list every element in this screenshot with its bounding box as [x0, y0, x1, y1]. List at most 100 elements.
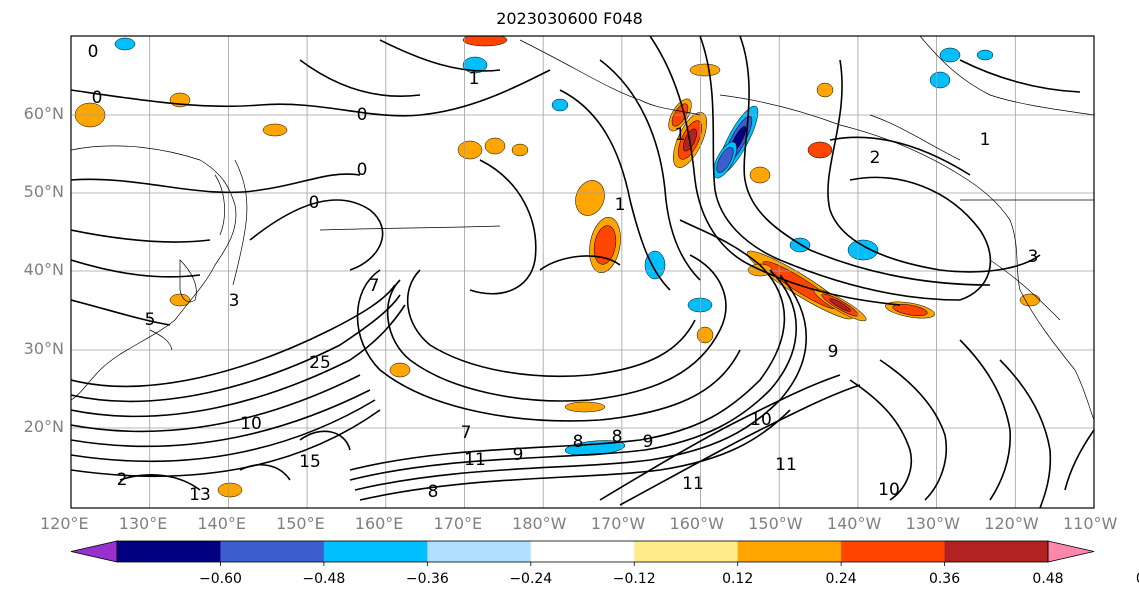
colorbar-segment [944, 541, 1049, 562]
contour-label: 0 [88, 42, 99, 62]
coastline-layer [71, 36, 1094, 421]
longitude-label: 160°W [669, 514, 724, 533]
contour-line [379, 39, 501, 72]
colorbar-tick-label: 0.36 [928, 571, 961, 587]
contour-line [827, 59, 1041, 273]
colorbar-tick-label: 0.12 [722, 571, 754, 587]
contour-line [71, 389, 371, 448]
contour-line [71, 399, 376, 463]
coastline [869, 114, 961, 161]
contour-line [299, 430, 351, 451]
contour-line [959, 59, 1081, 93]
shaded-cell [564, 401, 606, 413]
coastline [989, 259, 1061, 321]
contour-line [71, 284, 396, 388]
coastline [319, 225, 501, 231]
contour-label: 8 [428, 482, 439, 502]
longitude-label: 110°W [1063, 514, 1118, 533]
coastline [179, 259, 197, 303]
longitude-label: 170°E [433, 514, 483, 533]
contour-line [849, 379, 912, 501]
latitude-label: 30°N [23, 339, 64, 358]
colorbar-tick-label: −0.24 [509, 571, 553, 587]
colorbar-tick-label: 0.60 [1126, 571, 1139, 587]
contour-line [71, 173, 361, 194]
longitude-label: 150°E [276, 514, 325, 533]
colorbar-segment [841, 541, 946, 562]
contour-label: 9 [828, 342, 839, 362]
colorbar-extend-low [70, 540, 118, 563]
contour-line [879, 359, 948, 501]
contour-label: 1 [980, 130, 991, 150]
longitude-label: 150°W [748, 514, 803, 533]
colorbar-tick-label: −0.60 [198, 571, 242, 587]
latitude-label: 60°N [23, 104, 64, 123]
shaded-cell [716, 147, 734, 173]
shaded-cell [389, 362, 411, 378]
contour-line [539, 255, 621, 271]
shaded-cell [807, 141, 833, 159]
contour-line [386, 254, 727, 402]
contour-line [359, 409, 791, 501]
shaded-cell [462, 56, 488, 74]
longitude-label: 120°W [984, 514, 1039, 533]
shaded-cell [593, 225, 617, 265]
shaded-cell [457, 140, 483, 160]
shaded-cell [696, 326, 714, 344]
shaded-cell [551, 98, 569, 112]
contour-label: 13 [189, 485, 211, 505]
colorbar-tick-label: −0.36 [405, 571, 449, 587]
contour-line [559, 89, 671, 291]
shaded-cell [644, 250, 666, 280]
contour-label: 15 [299, 452, 321, 472]
contour-line [619, 384, 861, 506]
contour-label: 5 [145, 310, 156, 330]
colorbar-segment [737, 541, 842, 562]
contour-label: 9 [513, 445, 524, 465]
contour-label: 11 [775, 455, 797, 475]
shaded-cell [262, 123, 288, 137]
coastline [214, 174, 225, 236]
colorbar-extend-high [1047, 540, 1095, 563]
shaded-cell [976, 49, 994, 61]
colorbar-segment [117, 541, 221, 562]
contour-label: 7 [461, 423, 472, 443]
colorbar [70, 540, 1095, 566]
coastline [71, 145, 237, 401]
longitude-label: 140°W [826, 514, 882, 533]
contour-line [119, 474, 201, 491]
shaded-cell [892, 304, 928, 316]
coastline [919, 36, 1094, 116]
colorbar-segment [427, 541, 532, 562]
colorbar-outline [116, 540, 1049, 563]
plot-title: 2023030600 F048 [496, 9, 643, 28]
colorbar-segment [220, 541, 325, 562]
contour-label: 11 [682, 474, 704, 494]
colorbar-tick-label: −0.12 [612, 571, 656, 587]
shaded-cell [114, 37, 136, 51]
contour-line [71, 69, 551, 117]
contour-line [71, 299, 171, 326]
contour-line [1064, 429, 1094, 491]
colorbar-segment [530, 541, 635, 562]
coastline [719, 94, 1094, 421]
contour-label: 10 [878, 480, 900, 500]
shaded-cell [939, 47, 961, 63]
contour-line [71, 294, 401, 403]
shaded-cell [689, 63, 721, 77]
contour-label: 1 [675, 125, 686, 145]
contour-label: 9 [643, 432, 654, 452]
shaded-cell [484, 137, 506, 155]
contour-line [469, 159, 537, 295]
longitude-label: 130°E [118, 514, 168, 533]
colorbar-tick-label: 0.48 [1032, 571, 1064, 587]
contour-label: 25 [309, 353, 331, 373]
shaded-cell [829, 298, 851, 312]
colorbar-segment [323, 541, 428, 562]
contour-line [71, 374, 361, 433]
longitude-label: 160°E [354, 514, 404, 533]
contour-label: 0 [357, 105, 368, 125]
shaded-cell [462, 36, 508, 47]
